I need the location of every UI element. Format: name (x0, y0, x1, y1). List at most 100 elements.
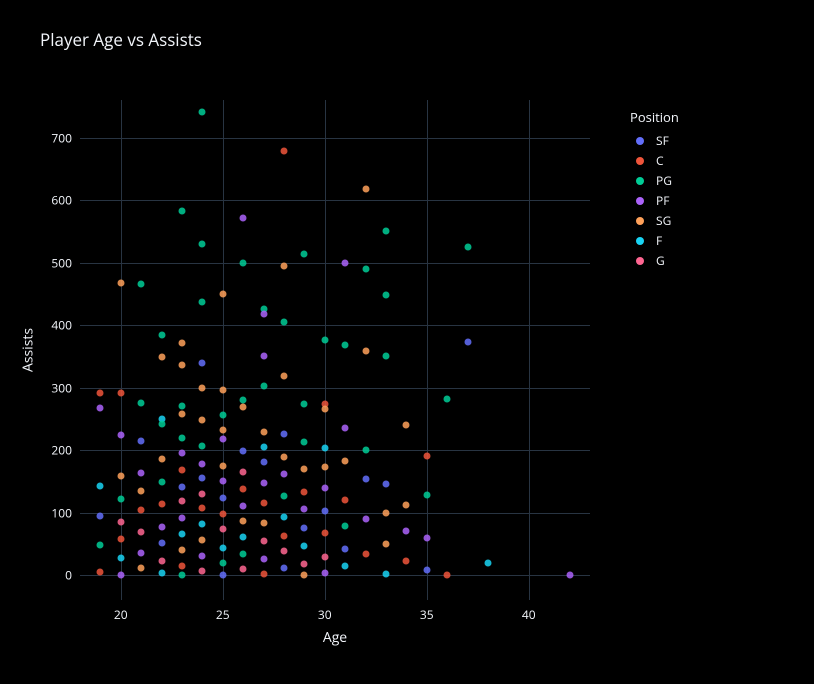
scatter-point[interactable] (97, 404, 104, 411)
scatter-point[interactable] (117, 495, 124, 502)
scatter-point[interactable] (97, 568, 104, 575)
scatter-point[interactable] (260, 382, 267, 389)
scatter-point[interactable] (321, 530, 328, 537)
scatter-point[interactable] (260, 353, 267, 360)
scatter-point[interactable] (138, 487, 145, 494)
scatter-point[interactable] (158, 353, 165, 360)
scatter-point[interactable] (219, 510, 226, 517)
scatter-point[interactable] (179, 434, 186, 441)
scatter-point[interactable] (138, 281, 145, 288)
scatter-point[interactable] (179, 531, 186, 538)
scatter-point[interactable] (219, 462, 226, 469)
scatter-point[interactable] (240, 517, 247, 524)
scatter-point[interactable] (444, 572, 451, 579)
scatter-point[interactable] (383, 509, 390, 516)
legend-item[interactable]: PF (630, 192, 679, 209)
scatter-point[interactable] (117, 572, 124, 579)
scatter-point[interactable] (301, 505, 308, 512)
scatter-point[interactable] (281, 430, 288, 437)
scatter-point[interactable] (199, 417, 206, 424)
scatter-point[interactable] (179, 547, 186, 554)
scatter-point[interactable] (342, 545, 349, 552)
scatter-point[interactable] (321, 485, 328, 492)
scatter-point[interactable] (260, 499, 267, 506)
scatter-point[interactable] (281, 318, 288, 325)
scatter-point[interactable] (138, 470, 145, 477)
scatter-point[interactable] (138, 507, 145, 514)
scatter-point[interactable] (281, 565, 288, 572)
scatter-point[interactable] (179, 207, 186, 214)
scatter-point[interactable] (179, 450, 186, 457)
scatter-point[interactable] (158, 539, 165, 546)
scatter-point[interactable] (219, 572, 226, 579)
scatter-point[interactable] (97, 542, 104, 549)
scatter-point[interactable] (138, 564, 145, 571)
scatter-point[interactable] (444, 395, 451, 402)
scatter-point[interactable] (199, 568, 206, 575)
scatter-point[interactable] (342, 457, 349, 464)
scatter-point[interactable] (199, 108, 206, 115)
scatter-point[interactable] (321, 569, 328, 576)
scatter-point[interactable] (199, 475, 206, 482)
scatter-point[interactable] (362, 447, 369, 454)
scatter-point[interactable] (362, 185, 369, 192)
scatter-point[interactable] (97, 389, 104, 396)
legend-item[interactable]: PG (630, 172, 679, 189)
scatter-point[interactable] (117, 518, 124, 525)
scatter-point[interactable] (199, 384, 206, 391)
scatter-point[interactable] (199, 442, 206, 449)
scatter-point[interactable] (158, 523, 165, 530)
scatter-point[interactable] (179, 515, 186, 522)
scatter-point[interactable] (240, 550, 247, 557)
scatter-point[interactable] (403, 502, 410, 509)
scatter-point[interactable] (158, 557, 165, 564)
scatter-point[interactable] (403, 527, 410, 534)
scatter-point[interactable] (383, 540, 390, 547)
scatter-plot[interactable] (80, 100, 590, 600)
scatter-point[interactable] (301, 572, 308, 579)
scatter-point[interactable] (240, 215, 247, 222)
scatter-point[interactable] (342, 342, 349, 349)
scatter-point[interactable] (240, 448, 247, 455)
scatter-point[interactable] (219, 387, 226, 394)
scatter-point[interactable] (117, 535, 124, 542)
scatter-point[interactable] (260, 458, 267, 465)
scatter-point[interactable] (117, 389, 124, 396)
scatter-point[interactable] (179, 362, 186, 369)
scatter-point[interactable] (219, 494, 226, 501)
scatter-point[interactable] (219, 560, 226, 567)
scatter-point[interactable] (301, 488, 308, 495)
scatter-point[interactable] (179, 572, 186, 579)
scatter-point[interactable] (321, 445, 328, 452)
scatter-point[interactable] (423, 492, 430, 499)
legend-item[interactable]: SG (630, 212, 679, 229)
scatter-point[interactable] (199, 537, 206, 544)
scatter-point[interactable] (383, 571, 390, 578)
scatter-point[interactable] (199, 521, 206, 528)
scatter-point[interactable] (281, 453, 288, 460)
scatter-point[interactable] (566, 572, 573, 579)
scatter-point[interactable] (97, 512, 104, 519)
scatter-point[interactable] (219, 526, 226, 533)
scatter-point[interactable] (281, 471, 288, 478)
scatter-point[interactable] (301, 400, 308, 407)
scatter-point[interactable] (240, 259, 247, 266)
scatter-point[interactable] (158, 570, 165, 577)
scatter-point[interactable] (260, 428, 267, 435)
scatter-point[interactable] (179, 562, 186, 569)
scatter-point[interactable] (138, 400, 145, 407)
scatter-point[interactable] (199, 504, 206, 511)
scatter-point[interactable] (138, 438, 145, 445)
scatter-point[interactable] (464, 243, 471, 250)
scatter-point[interactable] (260, 310, 267, 317)
scatter-point[interactable] (342, 425, 349, 432)
scatter-point[interactable] (179, 483, 186, 490)
scatter-point[interactable] (321, 553, 328, 560)
scatter-point[interactable] (281, 548, 288, 555)
scatter-point[interactable] (138, 549, 145, 556)
scatter-point[interactable] (281, 372, 288, 379)
legend-item[interactable]: F (630, 232, 679, 249)
scatter-point[interactable] (219, 290, 226, 297)
scatter-point[interactable] (383, 353, 390, 360)
scatter-point[interactable] (260, 520, 267, 527)
